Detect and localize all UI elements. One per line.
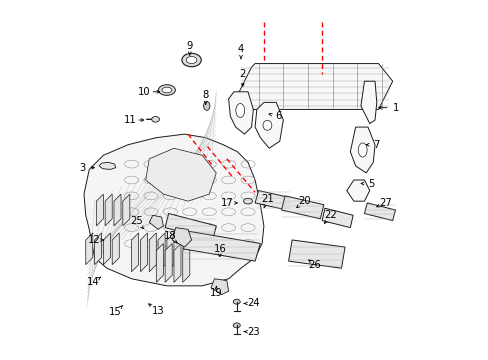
Text: 12: 12 — [88, 235, 101, 245]
Polygon shape — [114, 194, 121, 226]
Polygon shape — [228, 92, 253, 134]
Polygon shape — [96, 194, 103, 226]
Polygon shape — [85, 233, 93, 265]
Ellipse shape — [358, 143, 366, 157]
Text: 11: 11 — [123, 115, 136, 125]
Polygon shape — [158, 233, 165, 272]
Text: 19: 19 — [209, 288, 222, 298]
Polygon shape — [103, 233, 110, 265]
Ellipse shape — [158, 85, 175, 95]
Text: 4: 4 — [237, 45, 244, 54]
Ellipse shape — [243, 198, 252, 204]
Polygon shape — [166, 233, 174, 272]
Polygon shape — [149, 215, 163, 229]
Polygon shape — [140, 233, 147, 272]
Ellipse shape — [203, 102, 209, 110]
Ellipse shape — [186, 57, 197, 64]
Text: 27: 27 — [379, 198, 391, 208]
Polygon shape — [172, 228, 191, 247]
Text: 18: 18 — [164, 231, 176, 242]
Polygon shape — [364, 203, 395, 221]
Polygon shape — [183, 243, 189, 282]
Ellipse shape — [235, 103, 244, 118]
Text: 8: 8 — [202, 90, 208, 100]
Polygon shape — [255, 102, 283, 148]
Polygon shape — [288, 240, 345, 268]
Text: 16: 16 — [213, 244, 226, 254]
Text: 7: 7 — [373, 140, 379, 150]
Polygon shape — [112, 233, 119, 265]
Polygon shape — [210, 279, 228, 294]
Text: 5: 5 — [367, 179, 374, 189]
Polygon shape — [84, 134, 264, 286]
Polygon shape — [94, 233, 102, 265]
Polygon shape — [183, 231, 260, 261]
Text: 3: 3 — [79, 163, 85, 173]
Text: 15: 15 — [109, 307, 122, 317]
Text: 17: 17 — [220, 198, 233, 208]
Text: 1: 1 — [392, 103, 399, 113]
Text: 26: 26 — [308, 260, 321, 270]
Polygon shape — [145, 148, 216, 201]
Text: 25: 25 — [130, 216, 143, 226]
Text: 13: 13 — [151, 306, 164, 315]
Polygon shape — [149, 233, 156, 272]
Text: 10: 10 — [137, 87, 150, 97]
Text: 24: 24 — [246, 298, 259, 309]
Text: 2: 2 — [239, 69, 245, 79]
Text: 22: 22 — [324, 210, 337, 220]
Text: 23: 23 — [246, 327, 259, 337]
Ellipse shape — [233, 323, 240, 328]
Ellipse shape — [151, 117, 159, 122]
Ellipse shape — [233, 299, 240, 304]
Text: 9: 9 — [186, 41, 193, 51]
Ellipse shape — [182, 53, 201, 67]
Polygon shape — [237, 64, 392, 109]
Polygon shape — [105, 194, 112, 226]
Polygon shape — [165, 243, 172, 282]
Ellipse shape — [263, 120, 271, 130]
Ellipse shape — [162, 87, 171, 93]
Text: 14: 14 — [86, 277, 99, 287]
Polygon shape — [255, 190, 290, 210]
Polygon shape — [360, 81, 376, 123]
Polygon shape — [281, 196, 323, 219]
Text: 21: 21 — [261, 194, 273, 204]
Polygon shape — [322, 208, 352, 228]
Polygon shape — [122, 194, 130, 226]
Text: 6: 6 — [274, 112, 281, 121]
Polygon shape — [349, 127, 374, 173]
Polygon shape — [165, 213, 216, 240]
Polygon shape — [156, 243, 163, 282]
Polygon shape — [99, 162, 116, 170]
Polygon shape — [131, 233, 139, 272]
Polygon shape — [346, 180, 369, 201]
Polygon shape — [174, 243, 181, 282]
Text: 20: 20 — [298, 196, 310, 206]
